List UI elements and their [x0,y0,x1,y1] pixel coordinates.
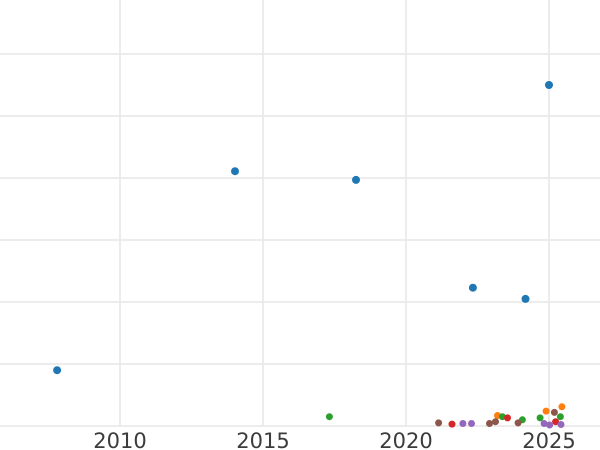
series-brown-point-4 [550,408,558,416]
x-tick-label-2025: 2025 [522,429,575,450]
series-blue-point-3 [468,283,477,292]
series-red-point-0 [448,420,456,428]
x-tick-label-2015: 2015 [236,429,289,450]
series-green-point-4 [556,413,564,421]
scatter-points [53,81,566,429]
series-brown-point-2 [492,418,499,426]
series-blue-point-1 [231,167,239,176]
series-brown-point-3 [514,419,522,427]
series-blue-point-0 [53,366,62,375]
series-blue-point-5 [545,81,553,89]
series-purple-point-2 [540,420,548,427]
series-blue-point-2 [352,175,360,184]
series-green-point-3 [536,414,544,422]
series-purple-point-4 [557,421,565,428]
series-purple-point-3 [546,421,554,429]
series-purple-point-1 [468,420,475,427]
series-red-point-2 [552,418,560,426]
x-tick-label-2020: 2020 [379,429,432,450]
series-orange-point-1 [542,407,550,415]
x-axis-tick-labels: 2010 2015 2020 2025 [93,429,575,450]
series-orange-point-2 [558,403,566,411]
series-purple-point-0 [459,420,467,427]
series-red-point-1 [504,414,511,422]
gridlines [0,0,600,427]
x-tick-label-2010: 2010 [93,429,146,450]
series-brown-point-0 [435,419,443,427]
series-green-point-0 [325,413,333,421]
series-brown-point-1 [486,420,493,427]
series-blue-point-4 [521,294,530,303]
